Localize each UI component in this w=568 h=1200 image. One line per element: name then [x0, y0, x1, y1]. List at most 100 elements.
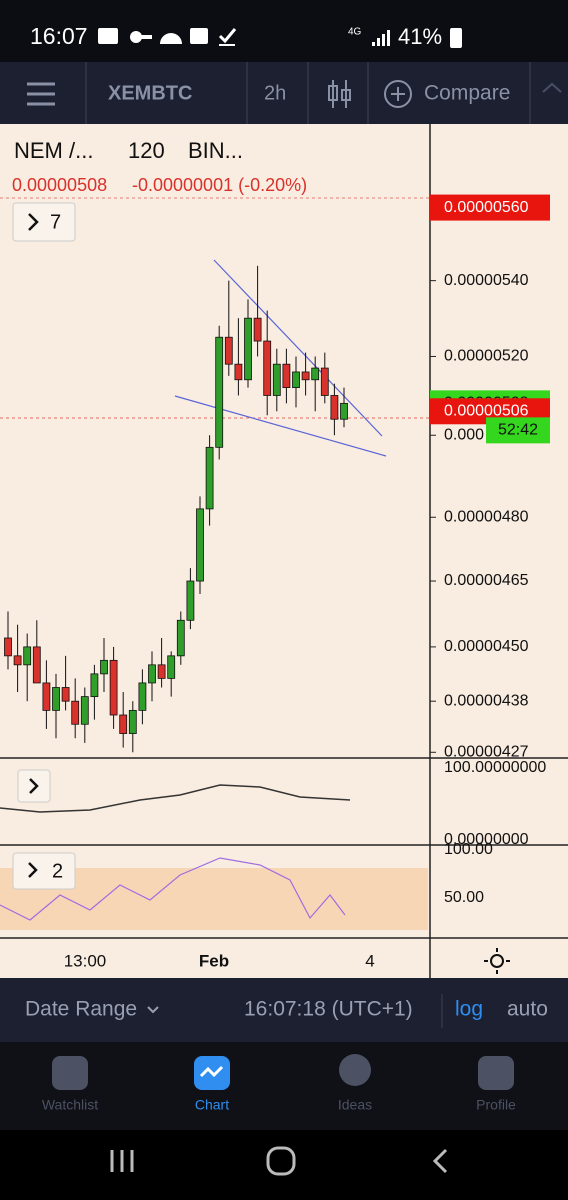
candle-body — [109, 659, 118, 716]
indicators-toggle[interactable] — [12, 202, 76, 242]
candle-body — [119, 714, 128, 734]
time-tick: 4 — [365, 951, 374, 970]
oscillator-line — [0, 784, 351, 813]
profile-icon[interactable] — [478, 1056, 514, 1090]
candle-body — [167, 655, 176, 679]
network: 4G — [348, 27, 362, 38]
battery: 41% — [398, 24, 442, 49]
footer — [0, 978, 568, 1042]
candle-body — [148, 664, 156, 684]
candle-body — [4, 637, 12, 657]
price-marker-label: 0.00000560 — [444, 199, 529, 216]
rsi-toggle[interactable] — [12, 852, 76, 890]
legend-exchange: BIN... — [188, 138, 243, 163]
legend-price: 0.00000508 — [12, 175, 107, 195]
price-marker — [430, 194, 550, 221]
dropdown-icon — [147, 1006, 159, 1014]
candle-body — [253, 317, 262, 342]
chevron — [28, 862, 38, 878]
price-tick-label: 0.00000480 — [444, 508, 529, 525]
compare[interactable]: Compare — [424, 82, 510, 105]
symbol[interactable]: XEMBTC — [108, 82, 192, 104]
oscillator-toggle[interactable] — [17, 769, 51, 803]
candle-body — [340, 402, 348, 420]
watchlist-icon[interactable] — [52, 1056, 88, 1090]
status-icons — [98, 28, 462, 48]
candle-body — [330, 395, 339, 420]
toolbar — [0, 62, 568, 124]
candle-body — [32, 646, 41, 684]
rsi-tick: 100.00 — [444, 841, 493, 858]
candle-body — [244, 317, 252, 381]
ideas-icon[interactable] — [339, 1054, 371, 1086]
collapse-icon[interactable] — [542, 82, 562, 93]
trend-line — [213, 259, 383, 437]
system-nav — [0, 1130, 568, 1200]
candle-body — [42, 682, 51, 711]
candle-body — [23, 646, 32, 666]
time-tick: Feb — [199, 951, 229, 970]
candle-body — [215, 336, 224, 448]
candle-body — [311, 367, 320, 381]
nav-label[interactable]: Ideas — [338, 1097, 372, 1113]
interval[interactable]: 2h — [264, 82, 286, 104]
toolbar-dividers — [85, 62, 531, 124]
candle-body — [138, 682, 147, 711]
countdown: 52:42 — [498, 422, 538, 439]
price-marker-label: 0.00000506 — [444, 402, 529, 419]
system-buttons[interactable] — [110, 1146, 448, 1176]
countdown-box — [486, 417, 550, 444]
price-tick-label: 0.00000520 — [444, 348, 529, 365]
chart-background — [0, 124, 568, 978]
clock: 16:07 — [30, 23, 88, 49]
chevron — [28, 213, 39, 231]
price-tick-label: 0.00000438 — [444, 692, 529, 709]
price-tick-label: 0.00000427 — [444, 744, 529, 761]
candle-body — [234, 363, 243, 381]
menu-icon[interactable] — [27, 82, 55, 106]
clock-time[interactable]: 16:07:18 (UTC+1) — [244, 998, 413, 1021]
candle-body — [13, 655, 22, 666]
candle-body — [272, 363, 281, 396]
candle-body — [100, 659, 108, 675]
auto-toggle[interactable]: auto — [507, 998, 548, 1021]
date-range[interactable]: Date Range — [25, 998, 137, 1021]
candle-body — [71, 700, 80, 725]
chart-icon-line — [199, 1065, 224, 1078]
candle-body — [320, 367, 329, 396]
rsi-line — [0, 857, 346, 921]
candle-body — [176, 619, 185, 657]
candle-body — [52, 687, 60, 711]
candle-body — [186, 580, 195, 621]
trend-line — [174, 395, 387, 457]
chart-style-icon[interactable] — [328, 80, 351, 108]
candle-body — [205, 446, 214, 510]
oscillator-tick: 100.00000000 — [444, 759, 546, 776]
nav-label[interactable]: Chart — [195, 1097, 229, 1113]
legend-name: NEM /... — [14, 138, 93, 163]
legend-change: -0.00000001 (-0.20%) — [132, 175, 307, 195]
time-tick: 13:00 — [64, 951, 107, 970]
candle-body — [90, 673, 99, 698]
nav-label[interactable]: Watchlist — [42, 1097, 98, 1113]
rsi-count: 2 — [52, 860, 63, 882]
compare-icon[interactable] — [384, 80, 412, 108]
candle-body — [196, 508, 204, 582]
nav-bar — [0, 1042, 568, 1130]
settings-icon[interactable] — [484, 948, 510, 974]
candle-body — [128, 709, 137, 734]
price-tick-label: 0.00000465 — [444, 572, 529, 589]
log-toggle[interactable]: log — [455, 998, 483, 1021]
nav-label[interactable]: Profile — [476, 1097, 516, 1113]
candle-body — [157, 664, 166, 679]
price-tick-label: 0.000 — [444, 426, 484, 443]
candle-body — [282, 363, 291, 388]
candle-body — [301, 371, 310, 381]
candle-body — [263, 340, 272, 396]
candle-body — [224, 336, 233, 365]
candle-body — [80, 696, 89, 725]
oscillator-tick: 0.00000000 — [444, 831, 529, 848]
candle-body — [292, 371, 300, 388]
